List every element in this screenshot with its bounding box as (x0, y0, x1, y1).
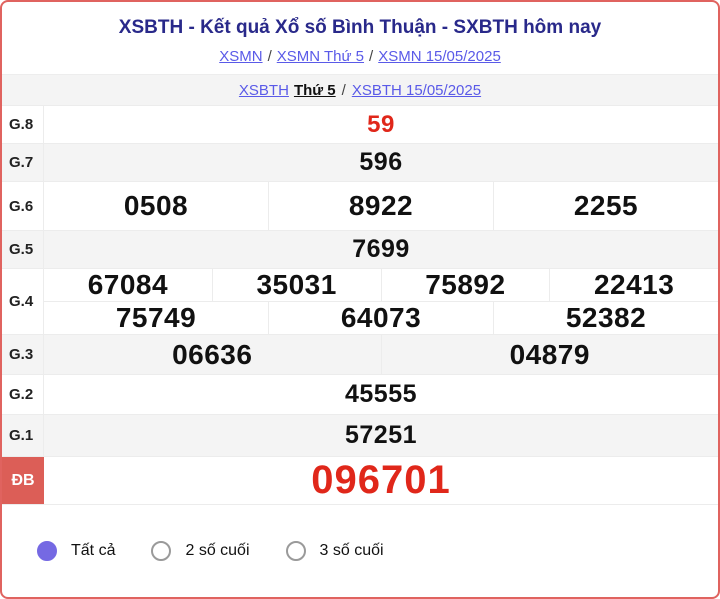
prize-row-g8: G.8 59 (2, 105, 718, 143)
breadcrumb-link-xsbth-date[interactable]: XSBTH 15/05/2025 (351, 81, 482, 99)
prize-value: 67084 (87, 269, 169, 300)
prize-value: 596 (359, 148, 403, 176)
prize-value: 45555 (344, 380, 418, 408)
radio-icon (151, 541, 172, 561)
radio-icon (37, 541, 57, 561)
prize-label: G.2 (2, 375, 44, 414)
prize-label: G.6 (2, 182, 44, 230)
page-title: XSBTH - Kết quả Xổ số Bình Thuận - SXBTH… (118, 17, 602, 38)
filter-option-label: Tất cả (71, 542, 116, 559)
prize-row-g6: G.6 0508 8922 2255 (2, 181, 718, 230)
prize-value: 7699 (352, 235, 410, 263)
prize-value: 35031 (211, 269, 381, 301)
breadcrumb-link-xsbth[interactable]: XSBTH (238, 81, 289, 99)
prize-label: G.1 (2, 415, 44, 456)
prize-label: G.3 (2, 335, 44, 374)
prize-value: 52382 (493, 302, 718, 334)
filter-option-label: 3 số cuối (319, 542, 384, 559)
prize-row-g5: G.5 7699 (2, 230, 718, 268)
prize-value: 0508 (123, 190, 189, 221)
prize-row-g1: G.1 57251 (2, 414, 718, 456)
prize-value-special: 096701 (311, 458, 451, 502)
prize-value: 04879 (380, 335, 719, 374)
breadcrumb-separator: / (341, 81, 346, 99)
prize-label: G.5 (2, 231, 44, 268)
prize-value: 22413 (549, 269, 718, 301)
breadcrumb-secondary: XSBTH Thứ 5 / XSBTH 15/05/2025 (2, 74, 718, 105)
prize-value: 8922 (268, 182, 493, 230)
prize-label-special: ĐB (2, 457, 44, 504)
breadcrumb-separator: / (267, 48, 272, 65)
breadcrumb: XSMN / XSMN Thứ 5/XSMN 15/05/2025 (2, 48, 718, 65)
filter-option-2-digits[interactable]: 2 số cuối (151, 541, 250, 561)
filter-option-label: 2 số cuối (185, 542, 250, 559)
prize-value: 59 (367, 110, 395, 138)
prize-row-g4: G.4 67084 35031 75892 22413 75749 64073 … (2, 268, 718, 334)
breadcrumb-current: Thứ 5 (293, 81, 336, 99)
prize-value: 75749 (115, 302, 197, 333)
prize-value: 64073 (268, 302, 493, 334)
breadcrumb-separator: / (369, 48, 374, 65)
filter-option-3-digits[interactable]: 3 số cuối (285, 541, 384, 561)
prize-row-g2: G.2 45555 (2, 374, 718, 414)
prize-value: 75892 (380, 269, 550, 301)
prize-row-db: ĐB 096701 (2, 456, 718, 504)
prize-row-g7: G.7 596 (2, 143, 718, 181)
filter-options: Tất cả 2 số cuối 3 số cuối (2, 504, 718, 597)
prize-value: 57251 (344, 421, 418, 449)
breadcrumb-link-xsmn-thu5[interactable]: XSMN Thứ 5 (276, 48, 365, 65)
breadcrumb-link-xsmn[interactable]: XSMN (219, 48, 263, 65)
filter-option-all[interactable]: Tất cả (37, 541, 115, 561)
breadcrumb-link-xsmn-date[interactable]: XSMN 15/05/2025 (378, 48, 501, 65)
prize-value: 2255 (493, 182, 718, 230)
prize-label: G.4 (2, 269, 44, 334)
radio-icon (285, 541, 306, 561)
prize-row-g3: G.3 06636 04879 (2, 334, 718, 374)
prize-label: G.8 (2, 106, 44, 143)
prize-value: 06636 (172, 338, 253, 370)
prize-label: G.7 (2, 144, 44, 181)
